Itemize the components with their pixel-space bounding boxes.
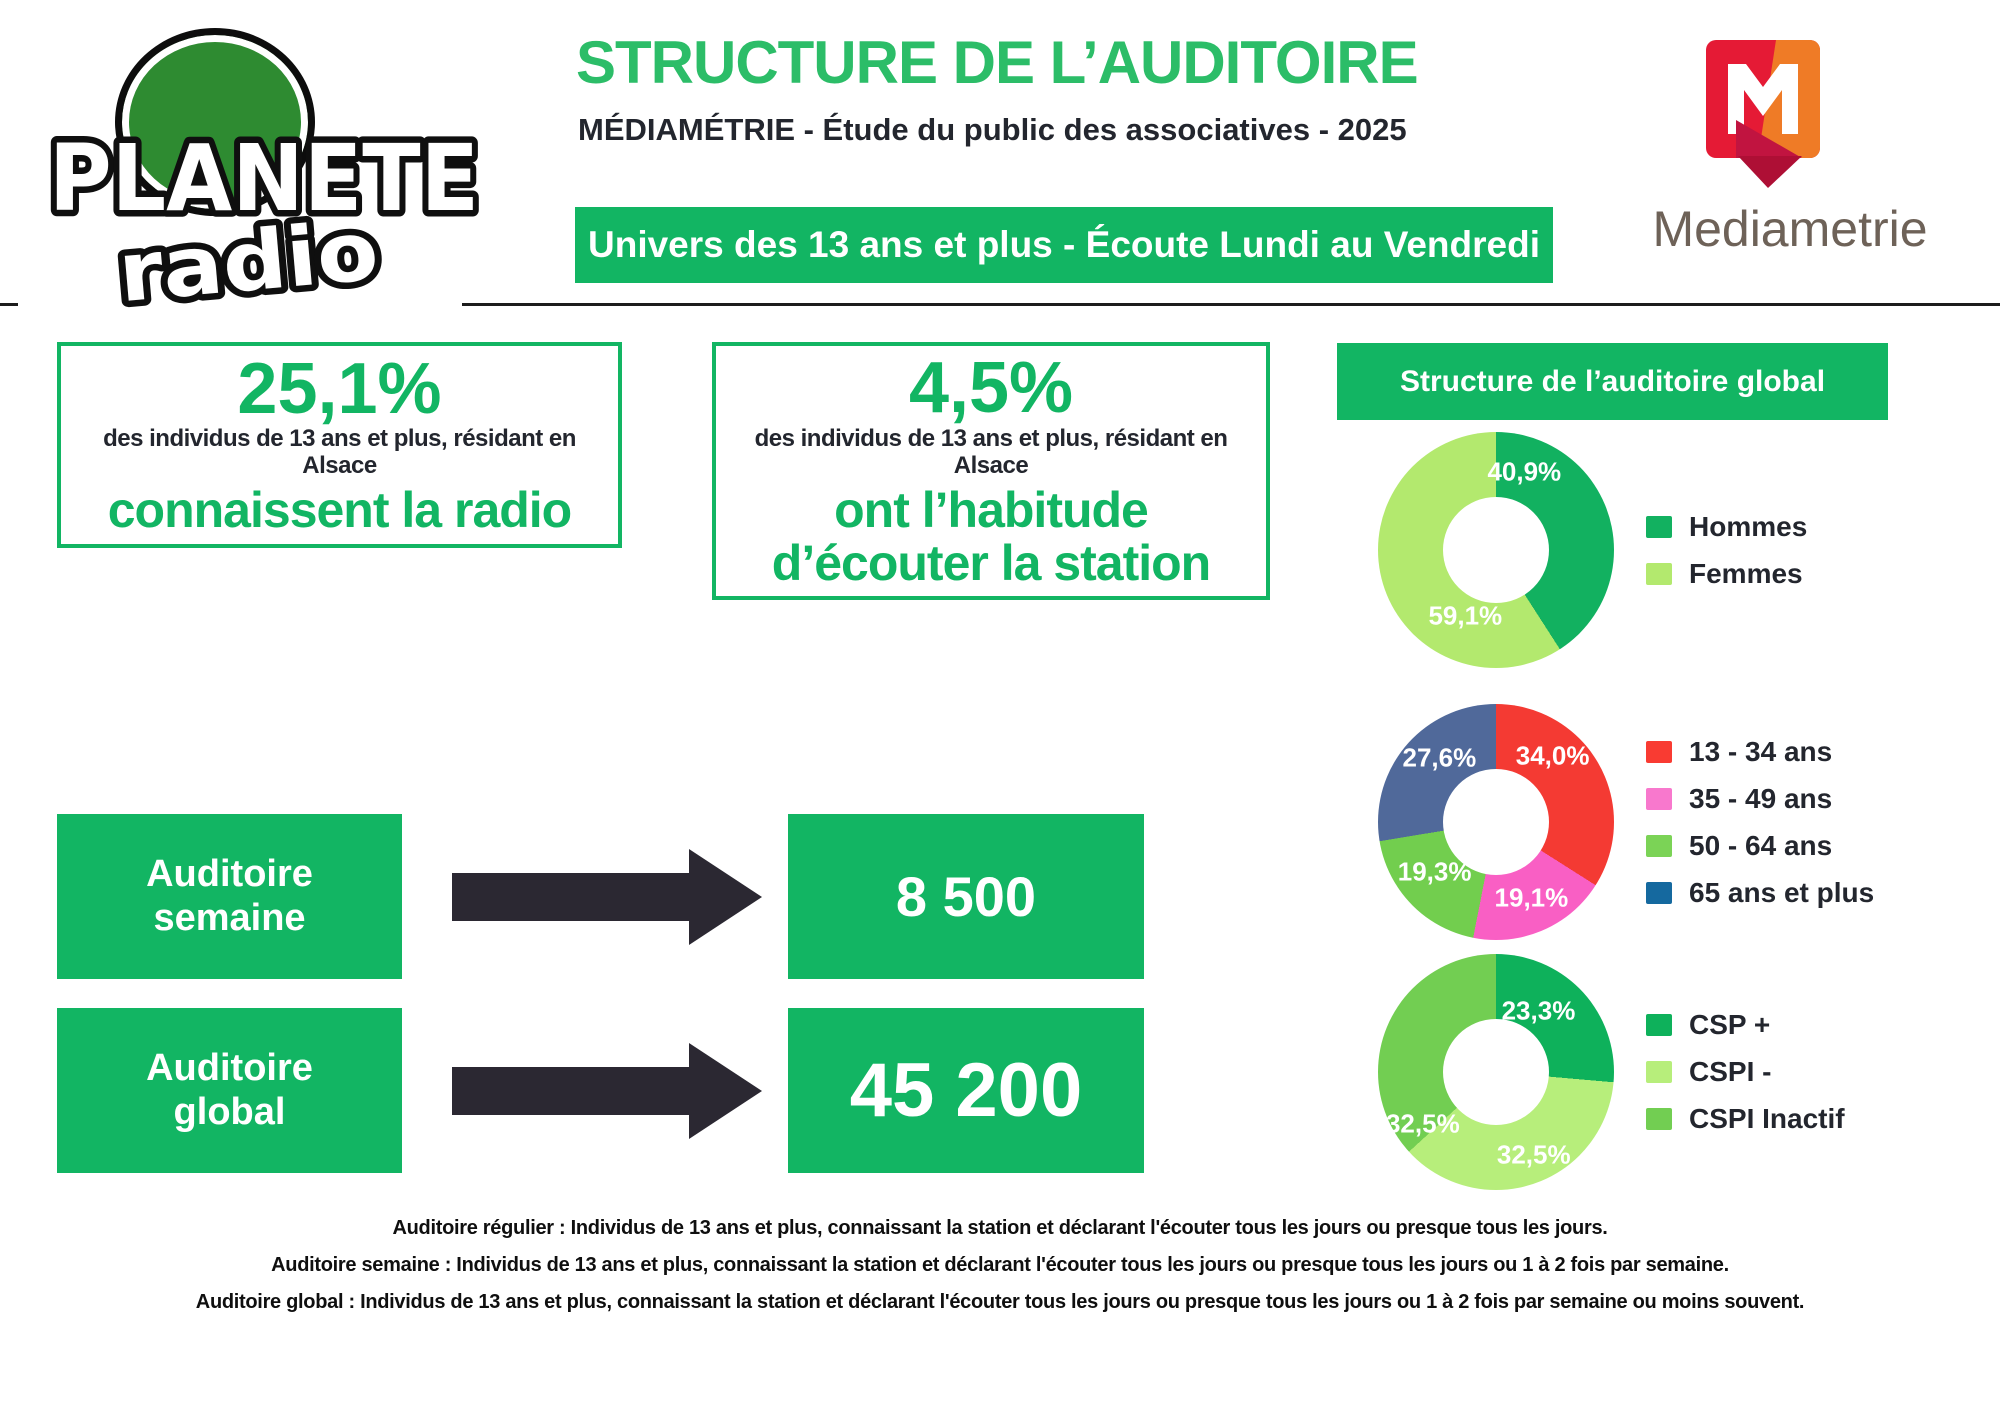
legend-label: Hommes	[1689, 510, 1808, 542]
header-divider-line	[462, 303, 2000, 306]
donut-age: 34,0% 19,1% 19,3% 27,6%	[1378, 704, 1614, 940]
donut-slice-label: 23,3%	[1501, 995, 1576, 1026]
donut-slice-label: 19,1%	[1494, 882, 1569, 913]
flow-label-auditoire-global: Auditoire global	[57, 1008, 402, 1173]
donut-slice-label: 59,1%	[1428, 600, 1503, 631]
donut-chart-age: 34,0% 19,1% 19,3% 27,6% 13 - 34 ans 35 - 49 …	[1378, 704, 1946, 940]
legend-label: CSPI Inactif	[1689, 1103, 1845, 1134]
legend-swatch-icon	[1646, 1014, 1672, 1036]
page-title: STRUCTURE DE L’AUDITOIRE	[576, 29, 1419, 96]
donut-slice-label: 19,3%	[1397, 856, 1472, 887]
donut-hole	[1443, 769, 1549, 875]
legend-label: 65 ans et plus	[1689, 876, 1875, 908]
legend-label: 50 - 64 ans	[1689, 829, 1833, 861]
donut-csp: 23,3% 32,5% 32,5%	[1378, 954, 1614, 1190]
stat-description: des individus de 13 ans et plus, résidan…	[103, 425, 576, 480]
legend-swatch-icon	[1646, 1061, 1672, 1083]
legend-item: CSP +	[1646, 1009, 1946, 1041]
legend-swatch-icon	[1646, 787, 1672, 810]
arrow-right-icon	[452, 849, 762, 945]
logo-line1-text: PLANETE	[49, 125, 479, 232]
stat-claim: connaissent la radio	[107, 482, 572, 539]
legend-item: CSPI -	[1646, 1056, 1946, 1088]
legend-swatch-icon	[1646, 740, 1672, 763]
legend-age: 13 - 34 ans 35 - 49 ans 50 - 64 ans 65 ans …	[1646, 704, 1946, 940]
arrow-head	[689, 1043, 762, 1139]
legend-item: 35 - 49 ans	[1646, 783, 1946, 815]
legend-swatch-icon	[1646, 562, 1672, 585]
donut-gender: 40,9% 59,1%	[1378, 432, 1614, 668]
mediametrie-logo-icon	[1706, 40, 1820, 188]
legend-swatch-icon	[1646, 881, 1672, 904]
universe-banner: Univers des 13 ans et plus - Écoute Lund…	[575, 207, 1553, 283]
donut-slice-label: 34,0%	[1515, 740, 1590, 771]
logo-wordmark: PLANETE radio	[43, 119, 481, 309]
donut-hole	[1443, 1019, 1549, 1125]
legend-item: 65 ans et plus	[1646, 877, 1946, 909]
logo-green-circle-icon	[115, 28, 315, 216]
stat-description: des individus de 13 ans et plus, résidan…	[754, 424, 1228, 479]
legend-label: CSP +	[1689, 1009, 1771, 1040]
legend-item: Femmes	[1646, 558, 1946, 590]
legend-swatch-icon	[1646, 834, 1672, 857]
legend-item: CSPI Inactif	[1646, 1103, 1946, 1135]
legend-swatch-icon	[1646, 1108, 1672, 1130]
legend-label: 35 - 49 ans	[1689, 782, 1833, 814]
stat-box-notoriety: 25,1% des individus de 13 ans et plus, r…	[57, 342, 622, 548]
stat-value: 4,5%	[908, 348, 1074, 429]
flow-value-auditoire-semaine: 8 500	[788, 814, 1144, 979]
donut-chart-csp: 23,3% 32,5% 32,5% CSP + CSPI - CSPI Inactif	[1378, 954, 1946, 1190]
footnote-auditoire-regulier: Auditoire régulier : Individus de 13 ans…	[392, 1217, 1608, 1239]
arrow-shaft	[452, 873, 689, 921]
donut-slice-label: 32,5%	[1496, 1139, 1571, 1170]
flow-label-auditoire-semaine: Auditoire semaine	[57, 814, 402, 979]
arrow-right-icon	[452, 1043, 762, 1139]
arrow-shaft	[452, 1067, 689, 1115]
legend-item: 50 - 64 ans	[1646, 830, 1946, 862]
donut-slice-label: 27,6%	[1402, 742, 1477, 773]
legend-swatch-icon	[1646, 515, 1672, 538]
donut-chart-gender: 40,9% 59,1% Hommes Femmes	[1378, 432, 1946, 668]
donut-slice-label: 40,9%	[1487, 456, 1562, 487]
footnote-auditoire-global: Auditoire global : Individus de 13 ans e…	[195, 1291, 1805, 1313]
planete-radio-logo: PLANETE radio	[20, 18, 480, 308]
footnote-auditoire-semaine: Auditoire semaine : Individus de 13 ans …	[271, 1254, 1729, 1276]
donut-slice-label: 32,5%	[1385, 1108, 1460, 1139]
legend-label: Femmes	[1689, 557, 1803, 589]
legend-gender: Hommes Femmes	[1646, 432, 1946, 668]
donut-hole	[1443, 497, 1549, 603]
flow-value-auditoire-global: 45 200	[788, 1008, 1144, 1173]
legend-label: CSPI -	[1689, 1056, 1772, 1087]
stat-claim: ont l’habitude d’écouter la station	[771, 481, 1211, 591]
legend-csp: CSP + CSPI - CSPI Inactif	[1646, 954, 1946, 1190]
arrow-head	[689, 849, 762, 945]
stat-value: 25,1%	[237, 348, 442, 429]
legend-label: 13 - 34 ans	[1689, 735, 1833, 767]
legend-item: Hommes	[1646, 511, 1946, 543]
legend-item: 13 - 34 ans	[1646, 736, 1946, 768]
page-subtitle: MÉDIAMÉTRIE - Étude du public des associ…	[578, 112, 1407, 147]
footnotes: Auditoire régulier : Individus de 13 ans…	[0, 1210, 2000, 1321]
stat-box-listening-habit: 4,5% des individus de 13 ans et plus, ré…	[712, 342, 1270, 600]
header-divider-stub	[0, 303, 18, 306]
mediametrie-brand-name: Mediametrie	[1652, 201, 1928, 257]
audience-structure-panel-title: Structure de l’auditoire global	[1337, 343, 1888, 420]
